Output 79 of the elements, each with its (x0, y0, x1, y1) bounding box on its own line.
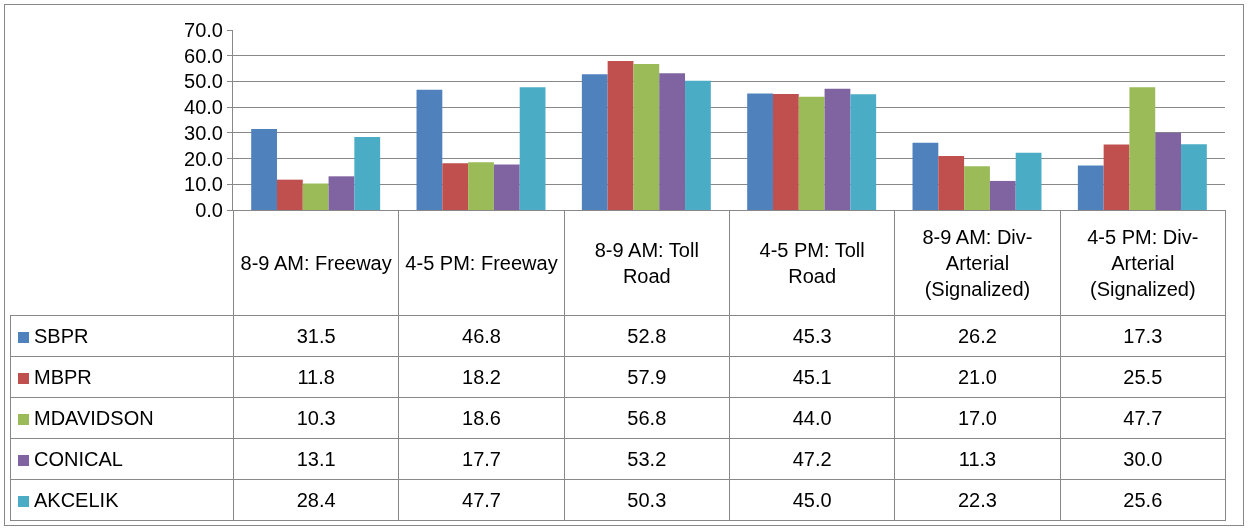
data-label: 21.0 (894, 356, 1061, 398)
data-label: 17.3 (1060, 315, 1226, 357)
bar (519, 87, 546, 210)
data-label: 45.1 (729, 356, 895, 398)
bar (607, 61, 634, 210)
bar (772, 94, 799, 210)
bar (1015, 152, 1042, 210)
bar (468, 162, 494, 210)
x-tick-label: 8-9 AM: Div-Arterial (Signalized) (894, 210, 1061, 316)
data-label: 50.3 (564, 479, 730, 521)
data-label: 44.0 (729, 397, 895, 439)
bar (302, 183, 329, 210)
data-label: 11.8 (233, 356, 399, 398)
data-label: 30.0 (1060, 438, 1226, 480)
legend-label: SBPR (10, 315, 234, 357)
bar (581, 74, 608, 210)
y-tick-label: 60.0 (184, 44, 223, 67)
bar (1077, 165, 1104, 210)
legend-label: MDAVIDSON (10, 397, 234, 439)
x-tick-label: 4-5 PM: Div-Arterial (Signalized) (1060, 210, 1226, 316)
data-label: 56.8 (564, 397, 730, 439)
data-label: 45.0 (729, 479, 895, 521)
bar (633, 63, 660, 210)
bar (442, 163, 469, 210)
data-label: 18.2 (398, 356, 565, 398)
data-label: 53.2 (564, 438, 730, 480)
data-label: 13.1 (233, 438, 399, 480)
data-label: 17.7 (398, 438, 565, 480)
x-tick-label: 8-9 AM: Toll Road (564, 210, 730, 316)
data-label: 22.3 (894, 479, 1061, 521)
data-label: 18.6 (398, 397, 565, 439)
data-label: 45.3 (729, 315, 895, 357)
bar (354, 136, 381, 210)
data-label: 46.8 (398, 315, 565, 357)
y-tick-label: 50.0 (184, 70, 223, 93)
data-label: 47.7 (398, 479, 565, 521)
data-label: 17.0 (894, 397, 1061, 439)
data-label: 10.3 (233, 397, 399, 439)
y-tick-label: 0.0 (195, 199, 223, 221)
bar (276, 179, 303, 210)
y-tick-label: 10.0 (184, 173, 223, 196)
data-label: 25.6 (1060, 479, 1226, 521)
x-tick-label: 4-5 PM: Toll Road (729, 210, 895, 316)
data-label: 57.9 (564, 356, 730, 398)
x-tick-label: 4-5 PM: Freeway (398, 210, 565, 316)
data-label: 26.2 (894, 315, 1061, 357)
bar (1181, 144, 1207, 210)
bar (850, 94, 877, 210)
data-label: 47.7 (1060, 397, 1226, 439)
data-label: 28.4 (233, 479, 399, 521)
data-label: 47.2 (729, 438, 895, 480)
data-label: 31.5 (233, 315, 399, 357)
bar (1155, 132, 1182, 210)
bar (1103, 144, 1130, 210)
bar (964, 166, 990, 210)
legend-label: MBPR (10, 356, 234, 398)
bar (493, 164, 520, 210)
y-tick-label: 70.0 (184, 19, 223, 41)
y-tick-label: 20.0 (184, 147, 223, 170)
data-label: 52.8 (564, 315, 730, 357)
bar (1129, 87, 1156, 210)
bar (659, 73, 686, 210)
y-tick-label: 40.0 (184, 96, 223, 119)
bar (938, 156, 965, 210)
bar (989, 180, 1016, 210)
bar (824, 88, 851, 210)
bar (747, 93, 773, 210)
y-tick-label: 30.0 (184, 121, 223, 144)
legend-label: AKCELIK (10, 479, 234, 521)
bar (912, 142, 939, 210)
data-label: 25.5 (1060, 356, 1226, 398)
legend-label: CONICAL (10, 438, 234, 480)
data-label: 11.3 (894, 438, 1061, 480)
bar (685, 80, 711, 210)
bar (251, 129, 277, 210)
bar (798, 96, 825, 210)
bar (328, 176, 355, 210)
bar (416, 89, 443, 210)
x-tick-label: 8-9 AM: Freeway (233, 210, 399, 316)
